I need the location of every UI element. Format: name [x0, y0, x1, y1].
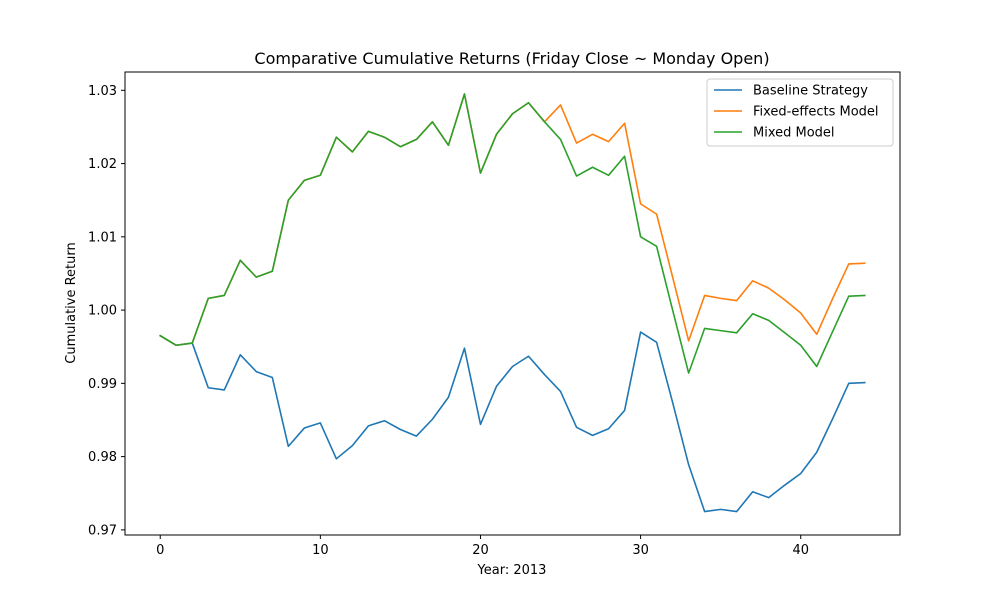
x-tick-label: 10 — [312, 543, 329, 558]
y-tick-label: 1.00 — [88, 304, 117, 319]
plot-lines — [159, 93, 866, 513]
y-axis-label: Cumulative Return — [64, 242, 79, 363]
x-tick-label: 0 — [156, 543, 164, 558]
y-tick-label: 0.99 — [88, 377, 117, 392]
series-line-0 — [159, 331, 866, 513]
x-tick-label: 20 — [472, 543, 489, 558]
plot-frame — [124, 71, 901, 536]
y-tick-label: 1.03 — [88, 84, 117, 99]
chart-title: Comparative Cumulative Returns (Friday C… — [254, 49, 769, 68]
x-tick-label: 30 — [632, 543, 649, 558]
x-axis-ticks: 0 10 20 30 40 — [156, 535, 809, 558]
legend: Baseline Strategy Fixed-effects Model Mixe… — [706, 78, 894, 147]
y-axis-ticks: 0.97 0.98 0.99 1.00 1.01 1.02 1.03 — [88, 84, 125, 538]
legend-box — [706, 78, 894, 147]
legend-entry-label: Mixed Model — [753, 126, 835, 141]
x-tick-label: 40 — [792, 543, 809, 558]
y-tick-label: 0.97 — [88, 523, 117, 538]
series-line-2 — [159, 93, 866, 374]
legend-entry-label: Fixed-effects Model — [753, 105, 879, 120]
x-axis-label: Year: 2013 — [477, 563, 547, 578]
y-tick-label: 1.02 — [88, 157, 117, 172]
y-tick-label: 0.98 — [88, 450, 117, 465]
y-tick-label: 1.01 — [88, 230, 117, 245]
legend-entry-label: Baseline Strategy — [753, 84, 868, 99]
